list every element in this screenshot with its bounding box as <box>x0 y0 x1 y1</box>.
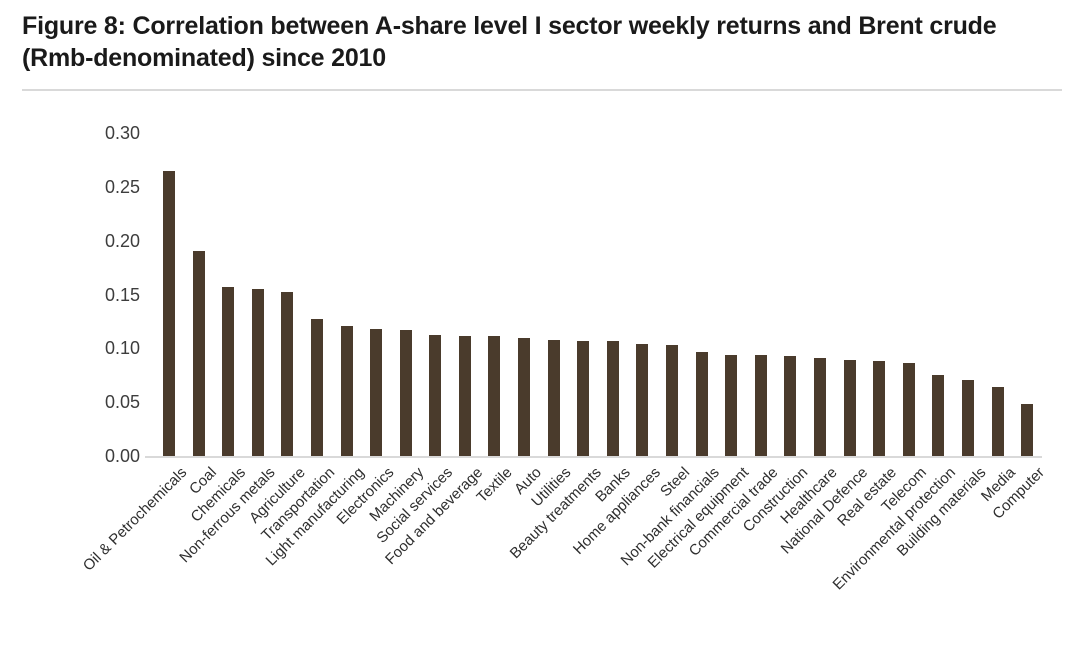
bar-chemicals <box>222 286 235 456</box>
bar-healthcare <box>813 358 826 456</box>
y-axis-tick-label: 0.25 <box>104 176 140 197</box>
bar-computer <box>1021 404 1034 456</box>
bar-food-and-beverage <box>458 336 471 456</box>
bar-home-appliances <box>636 344 649 456</box>
bar-electrical-equipment <box>725 354 738 456</box>
y-axis-tick-label: 0.05 <box>104 392 140 413</box>
bar-auto <box>518 337 531 456</box>
bar-media <box>991 387 1004 456</box>
bar-transportation <box>310 319 323 456</box>
x-axis-baseline <box>145 456 1042 458</box>
bar-machinery <box>399 330 412 456</box>
bar-textile <box>488 336 501 456</box>
bar-banks <box>606 340 619 456</box>
bar-national-defence <box>843 360 856 456</box>
bar-construction <box>784 355 797 456</box>
bar-telecom <box>902 363 915 456</box>
bar-utilities <box>547 339 560 456</box>
y-axis-tick-label: 0.10 <box>104 338 140 359</box>
bar-commercial-trade <box>754 354 767 456</box>
title-divider <box>22 89 1062 91</box>
bar-beauty-treatments <box>577 340 590 456</box>
bar-oil-petrochemicals <box>163 170 175 456</box>
bar-electronics <box>370 328 383 456</box>
bar-environmental-protection <box>932 375 945 456</box>
bar-non-ferrous-metals <box>251 289 264 456</box>
bar-coal <box>192 251 205 456</box>
y-axis-tick-label: 0.15 <box>104 284 140 305</box>
bar-real-estate <box>873 361 886 456</box>
bar-social-services <box>429 335 442 456</box>
y-axis-tick-label: 0.00 <box>104 446 140 466</box>
y-axis-tick-label: 0.30 <box>104 123 140 143</box>
bar-non-bank-financials <box>695 351 708 456</box>
bar-building-materials <box>961 379 974 456</box>
y-axis-tick-label: 0.20 <box>104 230 140 251</box>
bar-light-manufacturing <box>340 325 353 456</box>
bar-steel <box>666 345 679 456</box>
x-axis-category-label: Oil & Petrochemicals <box>79 464 191 575</box>
bar-agriculture <box>281 292 294 456</box>
figure-title: Figure 8: Correlation between A-share le… <box>22 12 997 72</box>
